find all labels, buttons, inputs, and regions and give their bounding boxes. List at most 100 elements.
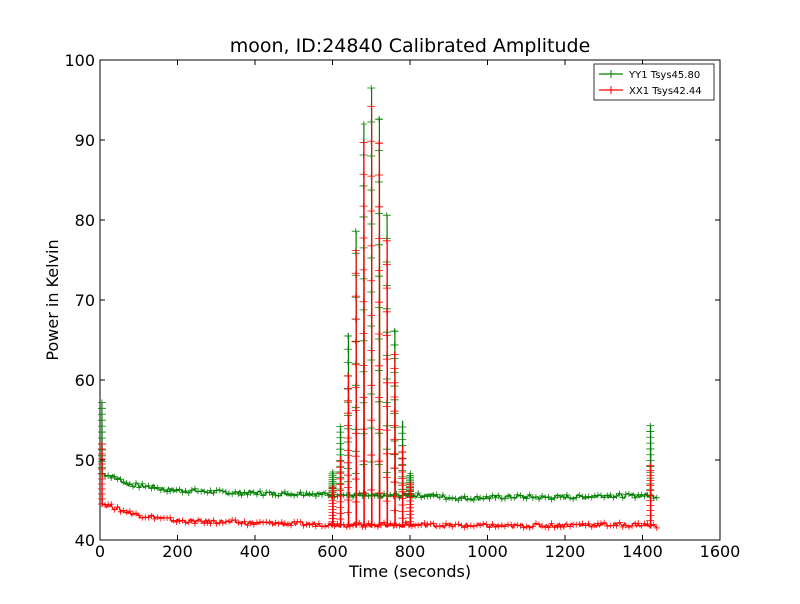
data-point-marker — [312, 493, 319, 500]
data-point-marker — [136, 512, 143, 519]
x-tick-label: 0 — [95, 542, 105, 561]
data-point-marker — [439, 491, 446, 498]
spike-marker — [336, 475, 345, 482]
data-point-marker — [281, 520, 288, 527]
data-point-marker — [195, 517, 202, 524]
data-point-marker — [179, 489, 186, 496]
spike-marker — [382, 498, 391, 505]
data-point-marker — [216, 487, 223, 494]
spike-marker — [390, 351, 399, 358]
data-point-marker — [170, 487, 177, 494]
data-point-marker — [548, 520, 555, 527]
spike-marker — [336, 429, 345, 436]
data-point-marker — [458, 495, 465, 502]
data-point-marker — [250, 489, 257, 496]
data-point-marker — [415, 489, 422, 496]
data-point-marker — [160, 486, 167, 493]
data-point-marker — [117, 508, 124, 515]
data-point-marker — [129, 510, 136, 517]
data-point-marker — [275, 492, 282, 499]
legend: YY1 Tsys45.80 XX1 Tsys42.44 — [593, 63, 715, 101]
data-point-marker — [191, 520, 198, 527]
data-point-marker — [613, 522, 620, 529]
data-point-marker — [520, 494, 527, 501]
data-point-marker — [443, 496, 450, 503]
data-point-marker — [495, 492, 502, 499]
data-point-marker — [185, 519, 192, 526]
spike-marker — [398, 482, 407, 489]
spike-marker — [375, 267, 383, 274]
data-point-marker — [567, 523, 574, 530]
data-point-marker — [167, 488, 174, 495]
spike-marker — [382, 308, 391, 315]
data-point-marker — [244, 522, 251, 529]
spike-marker — [351, 498, 360, 505]
spike-marker — [336, 423, 345, 430]
spike-marker — [406, 472, 414, 479]
data-point-marker — [278, 519, 285, 526]
data-point-marker — [294, 491, 301, 498]
data-point-marker — [257, 488, 264, 495]
data-point-marker — [526, 491, 533, 498]
data-point-marker — [517, 522, 524, 529]
spike-marker — [375, 299, 383, 306]
data-point-marker — [360, 121, 367, 127]
data-point-marker — [207, 487, 214, 494]
data-point-marker — [148, 485, 155, 492]
data-point-marker — [188, 518, 195, 525]
y-tick-label: 40 — [75, 531, 95, 550]
spike-marker — [375, 235, 383, 242]
legend-marker-xx1 — [607, 86, 615, 94]
data-point-marker — [486, 524, 493, 531]
spike-marker — [382, 261, 391, 268]
data-point-marker — [480, 521, 487, 528]
data-point-marker — [325, 492, 332, 499]
data-point-marker — [201, 520, 208, 527]
spike-marker — [359, 203, 368, 210]
data-point-marker — [418, 494, 425, 501]
spike-marker — [344, 397, 352, 404]
spike-marker — [359, 394, 368, 401]
spike-marker — [97, 423, 106, 430]
x-tick-label: 600 — [317, 542, 348, 561]
data-point-marker — [641, 493, 648, 500]
spike-marker — [390, 341, 399, 348]
x-axis-label: Time (seconds) — [348, 562, 471, 581]
data-point-marker — [145, 514, 152, 521]
data-point-marker — [430, 520, 437, 527]
data-point-marker — [120, 507, 127, 514]
data-point-marker — [154, 514, 161, 521]
data-point-marker — [105, 472, 112, 479]
x-tick-label: 1400 — [622, 542, 663, 561]
data-point-marker — [263, 518, 270, 525]
data-point-marker — [164, 488, 171, 495]
data-point-marker — [532, 520, 539, 527]
spike-marker — [382, 212, 391, 219]
data-point-marker — [449, 495, 456, 502]
data-point-marker — [167, 514, 174, 521]
x-tick-label: 800 — [395, 542, 426, 561]
spike-marker — [390, 479, 399, 486]
spike-marker — [367, 173, 376, 180]
data-point-marker — [210, 517, 217, 524]
spike-marker — [398, 508, 407, 515]
data-point-marker — [536, 496, 543, 503]
spike-marker — [336, 458, 345, 465]
data-point-marker — [173, 518, 180, 525]
data-point-marker — [210, 489, 217, 496]
data-point-marker — [536, 521, 543, 528]
data-point-marker — [582, 522, 589, 529]
data-point-marker — [415, 522, 422, 529]
spike-marker — [359, 426, 368, 433]
data-point-marker — [387, 491, 394, 498]
data-point-marker — [325, 522, 332, 529]
data-point-marker — [241, 489, 248, 496]
y-tick-label: 60 — [75, 371, 95, 390]
data-point-marker — [514, 491, 521, 498]
data-point-marker — [260, 492, 267, 499]
data-point-marker — [247, 520, 254, 527]
data-point-marker — [635, 520, 642, 527]
data-point-marker — [461, 493, 468, 500]
data-point-marker — [576, 521, 583, 528]
data-point-marker — [247, 490, 254, 497]
